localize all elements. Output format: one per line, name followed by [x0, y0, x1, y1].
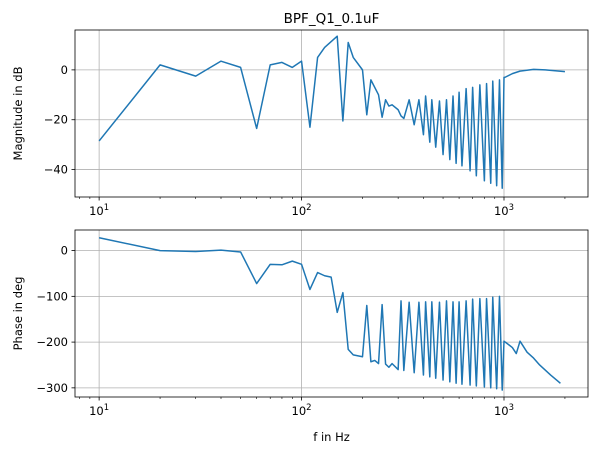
series-line: [98, 35, 565, 190]
y-tick-label: 0: [61, 63, 68, 77]
x-tick-label-exponent: 3: [509, 403, 514, 413]
x-tick-label: 102: [292, 203, 312, 218]
x-tick-label-exponent: 2: [306, 403, 311, 413]
chart-title: BPF_Q1_0.1uF: [284, 11, 380, 27]
x-tick-label-exponent: 3: [509, 203, 514, 213]
y-tick-label: −20: [44, 113, 68, 127]
x-tick-label-base: 10: [89, 404, 104, 418]
x-tick-label-base: 10: [494, 204, 509, 218]
x-tick-label: 103: [494, 403, 514, 418]
x-tick-label: 101: [89, 403, 109, 418]
y-axis-label: Magnitude in dB: [11, 66, 25, 160]
y-axis-label: Phase in deg: [11, 277, 25, 351]
y-tick-label: −200: [36, 335, 68, 349]
x-tick-label: 102: [292, 403, 312, 418]
x-tick-label-exponent: 2: [306, 203, 311, 213]
y-tick-label: −100: [36, 289, 68, 303]
x-tick-label-exponent: 1: [104, 403, 109, 413]
x-tick-label-exponent: 1: [104, 203, 109, 213]
x-tick-label-base: 10: [292, 204, 307, 218]
series-line: [98, 237, 561, 391]
x-tick-label: 103: [494, 203, 514, 218]
plot-frame: [74, 29, 589, 198]
plot-frame: [74, 229, 589, 398]
x-tick-label: 101: [89, 203, 109, 218]
x-axis-label: f in Hz: [313, 430, 350, 444]
y-tick-label: 0: [61, 244, 68, 258]
x-tick-label-base: 10: [494, 404, 509, 418]
y-tick-label: −300: [36, 381, 68, 395]
x-tick-label-base: 10: [89, 204, 104, 218]
y-tick-label: −40: [44, 163, 68, 177]
x-tick-label-base: 10: [292, 404, 307, 418]
